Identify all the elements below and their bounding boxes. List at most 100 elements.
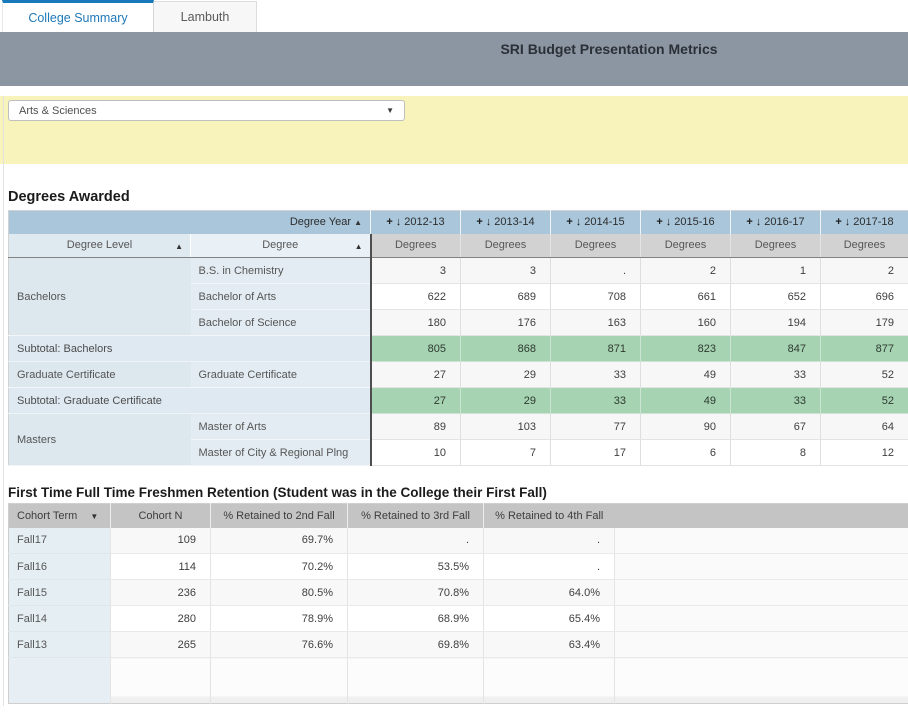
cohort-n-header[interactable]: Cohort N xyxy=(110,503,211,528)
degrees-value-cell[interactable]: 3 xyxy=(369,257,461,284)
degrees-value-cell[interactable]: 103 xyxy=(460,413,551,440)
degree-level-sort-header[interactable]: Degree Level ▲ xyxy=(8,233,191,258)
retention-value-cell[interactable]: 76.6% xyxy=(210,631,348,658)
measure-header[interactable]: Degrees xyxy=(730,233,821,258)
expand-icon[interactable]: + xyxy=(835,216,842,229)
degrees-value-cell[interactable]: 90 xyxy=(640,413,731,440)
year-header-2013-14[interactable]: + ↓ 2013-14 xyxy=(460,210,551,234)
drill-icon[interactable]: ↓ xyxy=(395,216,402,229)
tab-college-summary[interactable]: College Summary xyxy=(2,0,154,32)
year-header-2016-17[interactable]: + ↓ 2016-17 xyxy=(730,210,821,234)
degrees-value-cell[interactable]: 696 xyxy=(820,283,908,310)
measure-header[interactable]: Degrees xyxy=(820,233,908,258)
degrees-value-cell[interactable]: 708 xyxy=(550,283,641,310)
year-header-2014-15[interactable]: + ↓ 2014-15 xyxy=(550,210,641,234)
degrees-value-cell[interactable]: 52 xyxy=(820,361,908,388)
degrees-value-cell[interactable]: 10 xyxy=(369,439,461,466)
retention-value-cell[interactable]: 70.8% xyxy=(347,579,484,606)
degrees-value-cell[interactable]: 160 xyxy=(640,309,731,336)
drill-icon[interactable]: ↓ xyxy=(485,216,492,229)
retention-value-cell[interactable]: 70.2% xyxy=(210,553,348,580)
expand-icon[interactable]: + xyxy=(746,216,753,229)
year-header-2017-18[interactable]: + ↓ 2017-18 xyxy=(820,210,908,234)
subtotal-value-cell[interactable]: 49 xyxy=(640,387,731,414)
cohort-term-cell[interactable]: Fall15 xyxy=(8,579,111,606)
drill-icon[interactable]: ↓ xyxy=(755,216,762,229)
retention-value-cell[interactable]: 69.8% xyxy=(347,631,484,658)
measure-header[interactable]: Degrees xyxy=(550,233,641,258)
subtotal-value-cell[interactable]: 847 xyxy=(730,335,821,362)
degree-cell[interactable]: Bachelor of Science xyxy=(190,309,371,336)
subtotal-value-cell[interactable]: 33 xyxy=(550,387,641,414)
expand-icon[interactable]: + xyxy=(476,216,483,229)
degree-cell[interactable]: Master of Arts xyxy=(190,413,371,440)
degrees-value-cell[interactable]: 661 xyxy=(640,283,731,310)
degree-cell[interactable]: Master of City & Regional Plng xyxy=(190,439,371,466)
subtotal-value-cell[interactable]: 805 xyxy=(369,335,461,362)
retention-value-cell[interactable]: 65.4% xyxy=(483,605,615,632)
degrees-value-cell[interactable]: 179 xyxy=(820,309,908,336)
degrees-value-cell[interactable]: 33 xyxy=(550,361,641,388)
subtotal-value-cell[interactable]: 52 xyxy=(820,387,908,414)
degree-sort-header[interactable]: Degree ▲ xyxy=(190,233,371,258)
degrees-value-cell[interactable]: 622 xyxy=(369,283,461,310)
retention-value-cell[interactable]: 63.4% xyxy=(483,631,615,658)
degrees-value-cell[interactable]: 689 xyxy=(460,283,551,310)
degrees-value-cell[interactable]: 3 xyxy=(460,257,551,284)
degrees-value-cell[interactable]: 67 xyxy=(730,413,821,440)
subtotal-value-cell[interactable]: 871 xyxy=(550,335,641,362)
subtotal-value-cell[interactable]: 877 xyxy=(820,335,908,362)
retention-value-cell[interactable]: 280 xyxy=(110,605,211,632)
degree-level-cell[interactable]: Masters xyxy=(8,413,191,466)
degree-level-cell[interactable]: Bachelors xyxy=(8,257,191,336)
subtotal-value-cell[interactable]: 868 xyxy=(460,335,551,362)
degrees-value-cell[interactable]: 194 xyxy=(730,309,821,336)
college-dropdown[interactable]: Arts & Sciences ▼ xyxy=(8,100,405,121)
measure-header[interactable]: Degrees xyxy=(640,233,731,258)
degrees-value-cell[interactable]: 29 xyxy=(460,361,551,388)
retention-value-cell[interactable]: . xyxy=(483,527,615,554)
degrees-value-cell[interactable]: 49 xyxy=(640,361,731,388)
degrees-value-cell[interactable]: 176 xyxy=(460,309,551,336)
degrees-value-cell[interactable]: 17 xyxy=(550,439,641,466)
degrees-value-cell[interactable]: . xyxy=(550,257,641,284)
degree-cell[interactable]: B.S. in Chemistry xyxy=(190,257,371,284)
degrees-value-cell[interactable]: 33 xyxy=(730,361,821,388)
degrees-value-cell[interactable]: 1 xyxy=(730,257,821,284)
retention-value-cell[interactable]: 114 xyxy=(110,553,211,580)
expand-icon[interactable]: + xyxy=(656,216,663,229)
retention-value-cell[interactable]: . xyxy=(483,553,615,580)
degrees-value-cell[interactable]: 2 xyxy=(640,257,731,284)
retained-4th-fall-header[interactable]: % Retained to 4th Fall xyxy=(483,503,615,528)
degrees-value-cell[interactable]: 89 xyxy=(369,413,461,440)
degree-cell[interactable]: Graduate Certificate xyxy=(190,361,371,388)
degree-level-cell[interactable]: Graduate Certificate xyxy=(8,361,191,388)
drill-icon[interactable]: ↓ xyxy=(844,216,851,229)
retention-value-cell[interactable]: 69.7% xyxy=(210,527,348,554)
retained-3rd-fall-header[interactable]: % Retained to 3rd Fall xyxy=(347,503,484,528)
drill-icon[interactable]: ↓ xyxy=(575,216,582,229)
subtotal-value-cell[interactable]: 33 xyxy=(730,387,821,414)
degrees-value-cell[interactable]: 652 xyxy=(730,283,821,310)
degrees-value-cell[interactable]: 27 xyxy=(369,361,461,388)
retention-value-cell[interactable]: 78.9% xyxy=(210,605,348,632)
retention-value-cell[interactable]: . xyxy=(347,527,484,554)
cohort-term-cell[interactable]: Fall17 xyxy=(8,527,111,554)
retention-value-cell[interactable]: 68.9% xyxy=(347,605,484,632)
tab-lambuth[interactable]: Lambuth xyxy=(154,1,257,32)
subtotal-value-cell[interactable]: 823 xyxy=(640,335,731,362)
retention-value-cell[interactable]: 80.5% xyxy=(210,579,348,606)
cohort-term-sort-header[interactable]: Cohort Term ▼ xyxy=(8,503,111,528)
drill-icon[interactable]: ↓ xyxy=(665,216,672,229)
retained-2nd-fall-header[interactable]: % Retained to 2nd Fall xyxy=(210,503,348,528)
degrees-value-cell[interactable]: 7 xyxy=(460,439,551,466)
retention-value-cell[interactable]: 109 xyxy=(110,527,211,554)
cohort-term-cell[interactable]: Fall13 xyxy=(8,631,111,658)
cohort-term-cell[interactable]: Fall14 xyxy=(8,605,111,632)
expand-icon[interactable]: + xyxy=(386,216,393,229)
subtotal-value-cell[interactable]: 27 xyxy=(369,387,461,414)
degrees-value-cell[interactable]: 12 xyxy=(820,439,908,466)
subtotal-label-cell[interactable]: Subtotal: Bachelors xyxy=(8,335,371,362)
degrees-value-cell[interactable]: 2 xyxy=(820,257,908,284)
retention-value-cell[interactable]: 64.0% xyxy=(483,579,615,606)
